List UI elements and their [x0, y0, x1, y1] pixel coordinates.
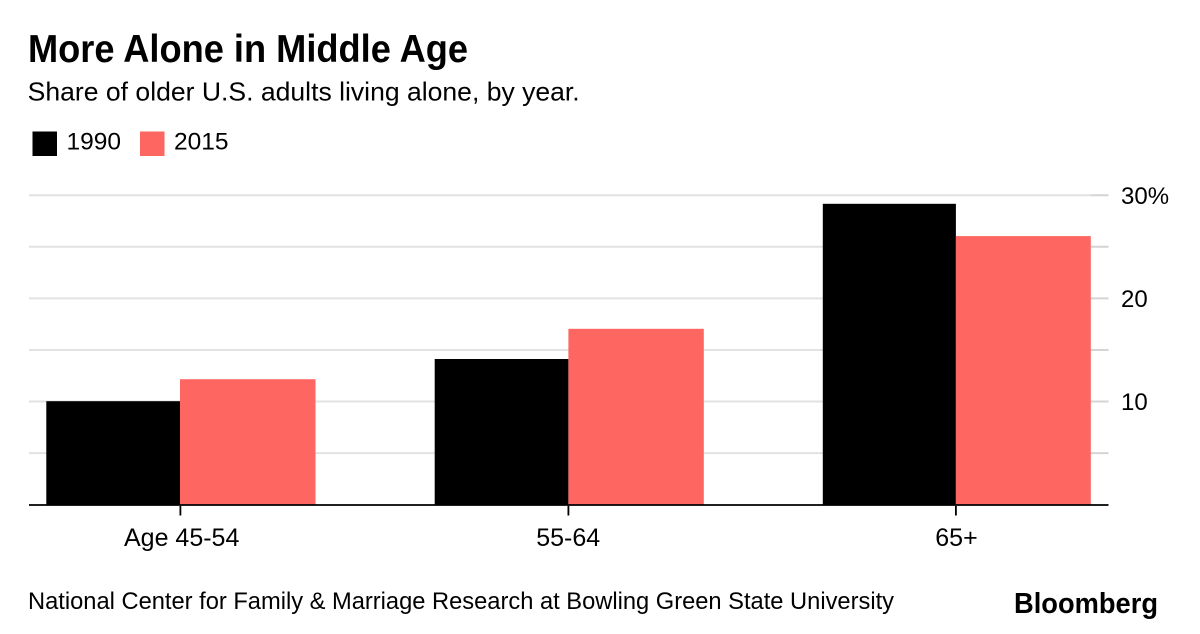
- svg-text:20: 20: [1121, 286, 1148, 313]
- svg-text:Share of older U.S. adults liv: Share of older U.S. adults living alone,…: [28, 77, 580, 107]
- svg-text:1990: 1990: [67, 128, 122, 155]
- svg-text:65+: 65+: [935, 524, 977, 552]
- svg-text:Age 45-54: Age 45-54: [124, 524, 239, 552]
- svg-text:2015: 2015: [174, 128, 229, 155]
- svg-text:30%: 30%: [1121, 183, 1169, 210]
- svg-text:55-64: 55-64: [536, 524, 600, 552]
- svg-text:More Alone in Middle Age: More Alone in Middle Age: [28, 28, 468, 71]
- svg-text:10: 10: [1121, 389, 1148, 416]
- svg-text:National Center for Family & M: National Center for Family & Marriage Re…: [28, 588, 894, 615]
- svg-text:Bloomberg: Bloomberg: [1014, 588, 1158, 620]
